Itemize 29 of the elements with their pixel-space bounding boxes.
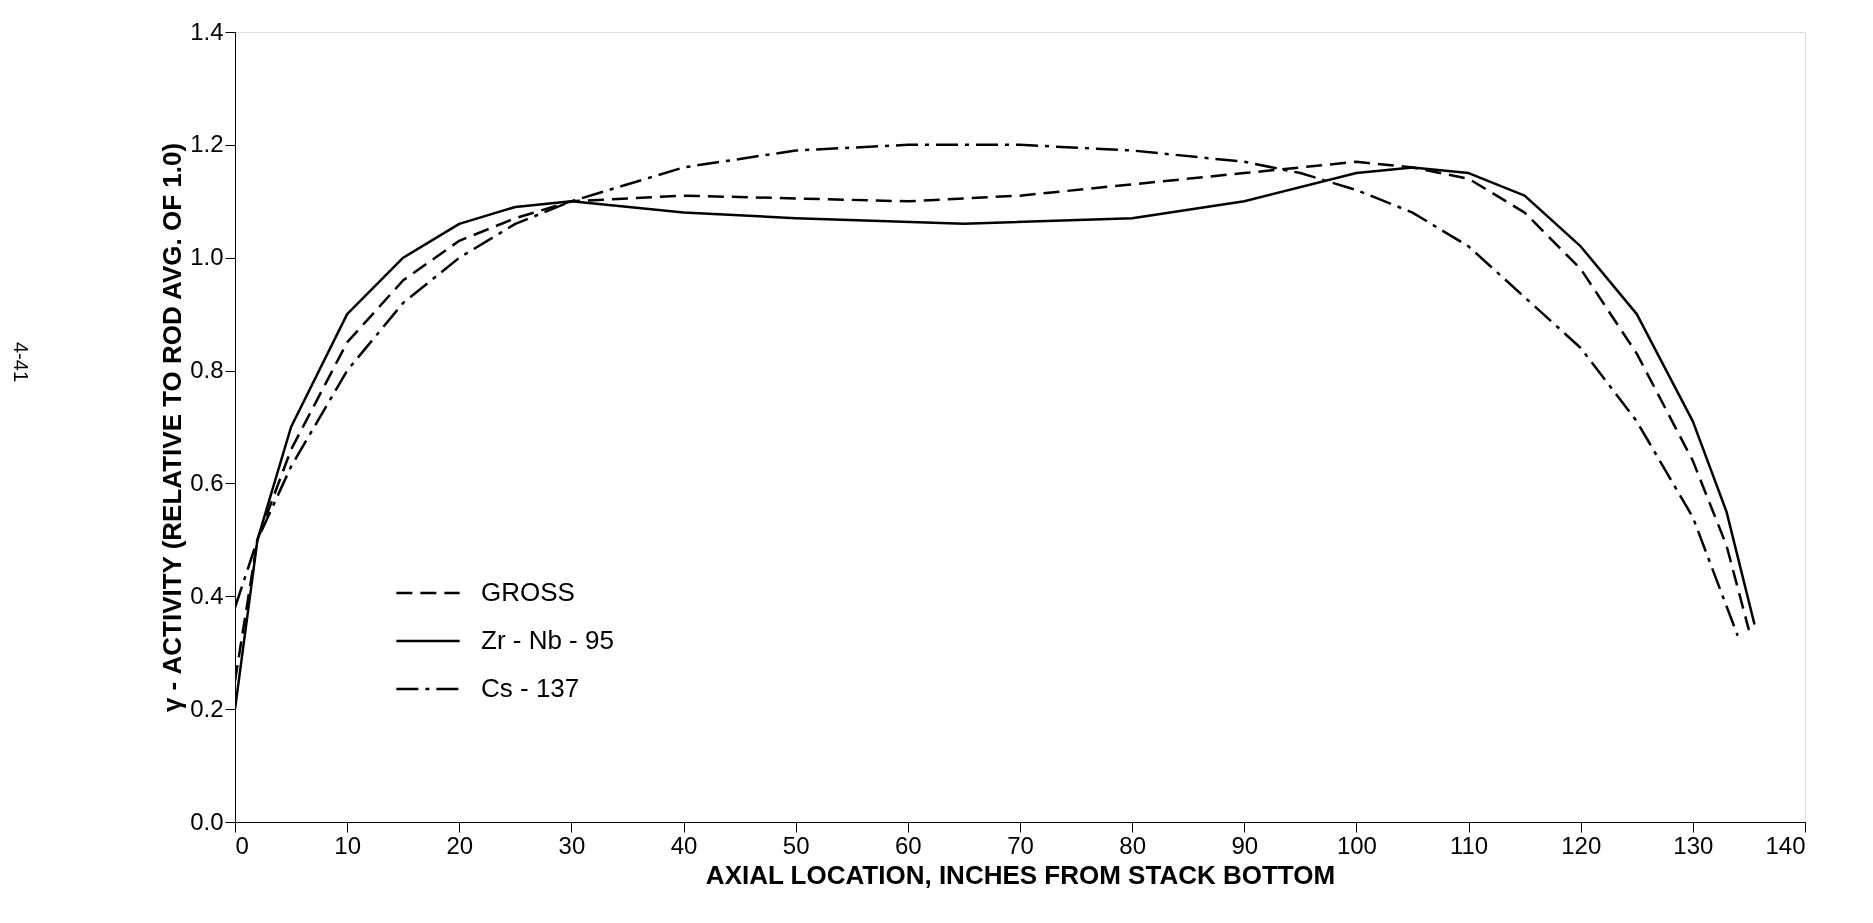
x-tick-label: 110 [1449, 831, 1489, 859]
x-tick-label: 80 [1119, 831, 1146, 859]
legend-label: Zr - Nb - 95 [481, 625, 614, 655]
text: 4-41 [10, 341, 32, 383]
y-axis-title: γ - ACTIVITY (RELATIVE TO ROD AVG. OF 1.0) [157, 142, 188, 713]
legend-label: Cs - 137 [481, 673, 580, 703]
x-tick-label: 40 [670, 831, 698, 859]
y-tick-label: 0.8 [190, 356, 224, 384]
x-tick-label: 120 [1561, 831, 1602, 859]
y-tick-label: 1.2 [190, 130, 224, 158]
x-tick-label: 20 [446, 831, 474, 859]
x-tick-label: 60 [895, 831, 922, 859]
y-tick-label: 1.0 [190, 243, 224, 271]
legend-label: GROSS [481, 577, 575, 607]
x-tick-label: 0 [235, 831, 249, 859]
x-axis-title: AXIAL LOCATION, INCHES FROM STACK BOTTOM [705, 859, 1336, 890]
y-tick-label: 1.4 [190, 17, 224, 45]
y-tick-label: 0.2 [190, 694, 224, 722]
y-tick-label: 0.6 [190, 468, 224, 496]
x-tick-label: 130 [1673, 831, 1714, 859]
y-tick-label: 0.4 [190, 581, 224, 609]
x-tick-label: 10 [334, 831, 361, 859]
y-tick-label: 0.0 [190, 807, 224, 835]
x-tick-label: 70 [1007, 831, 1034, 859]
x-tick-label: 100 [1336, 831, 1377, 859]
x-tick-label: 90 [1231, 831, 1259, 859]
x-tick-label: 30 [558, 831, 586, 859]
x-tick-label: 50 [782, 831, 810, 859]
x-tick-label: 140 [1765, 831, 1806, 859]
